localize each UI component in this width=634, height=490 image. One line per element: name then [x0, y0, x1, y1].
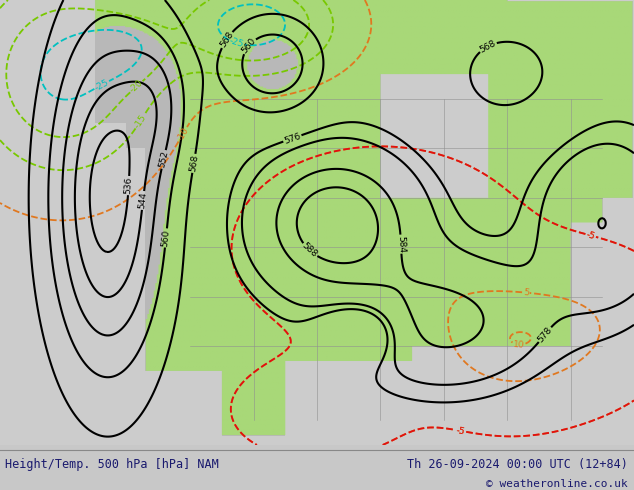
- Text: -5: -5: [456, 426, 466, 436]
- Text: -25: -25: [93, 77, 110, 92]
- Text: Height/Temp. 500 hPa [hPa] NAM: Height/Temp. 500 hPa [hPa] NAM: [5, 459, 219, 471]
- Text: 10: 10: [513, 340, 525, 349]
- Text: -10: -10: [175, 125, 190, 143]
- Text: 536: 536: [124, 177, 134, 195]
- Text: 576: 576: [283, 131, 302, 146]
- Text: 588: 588: [301, 241, 319, 260]
- Text: 584: 584: [396, 235, 406, 253]
- Text: © weatheronline.co.uk: © weatheronline.co.uk: [486, 479, 628, 489]
- Text: 552: 552: [157, 150, 170, 169]
- Text: 568: 568: [478, 38, 498, 54]
- Text: 5: 5: [522, 288, 529, 297]
- Text: 568: 568: [188, 154, 200, 172]
- Text: 560: 560: [160, 229, 171, 247]
- Text: -15: -15: [133, 113, 148, 130]
- Text: 560: 560: [240, 36, 258, 55]
- Text: -5: -5: [585, 230, 596, 241]
- Text: -25: -25: [228, 37, 245, 49]
- Text: 544: 544: [138, 192, 148, 209]
- Text: -5: -5: [585, 230, 596, 241]
- Text: -5: -5: [456, 426, 466, 436]
- Text: Th 26-09-2024 00:00 UTC (12+84): Th 26-09-2024 00:00 UTC (12+84): [407, 459, 628, 471]
- Text: 568: 568: [218, 30, 235, 49]
- Text: 578: 578: [536, 325, 554, 344]
- Text: -20: -20: [128, 78, 145, 95]
